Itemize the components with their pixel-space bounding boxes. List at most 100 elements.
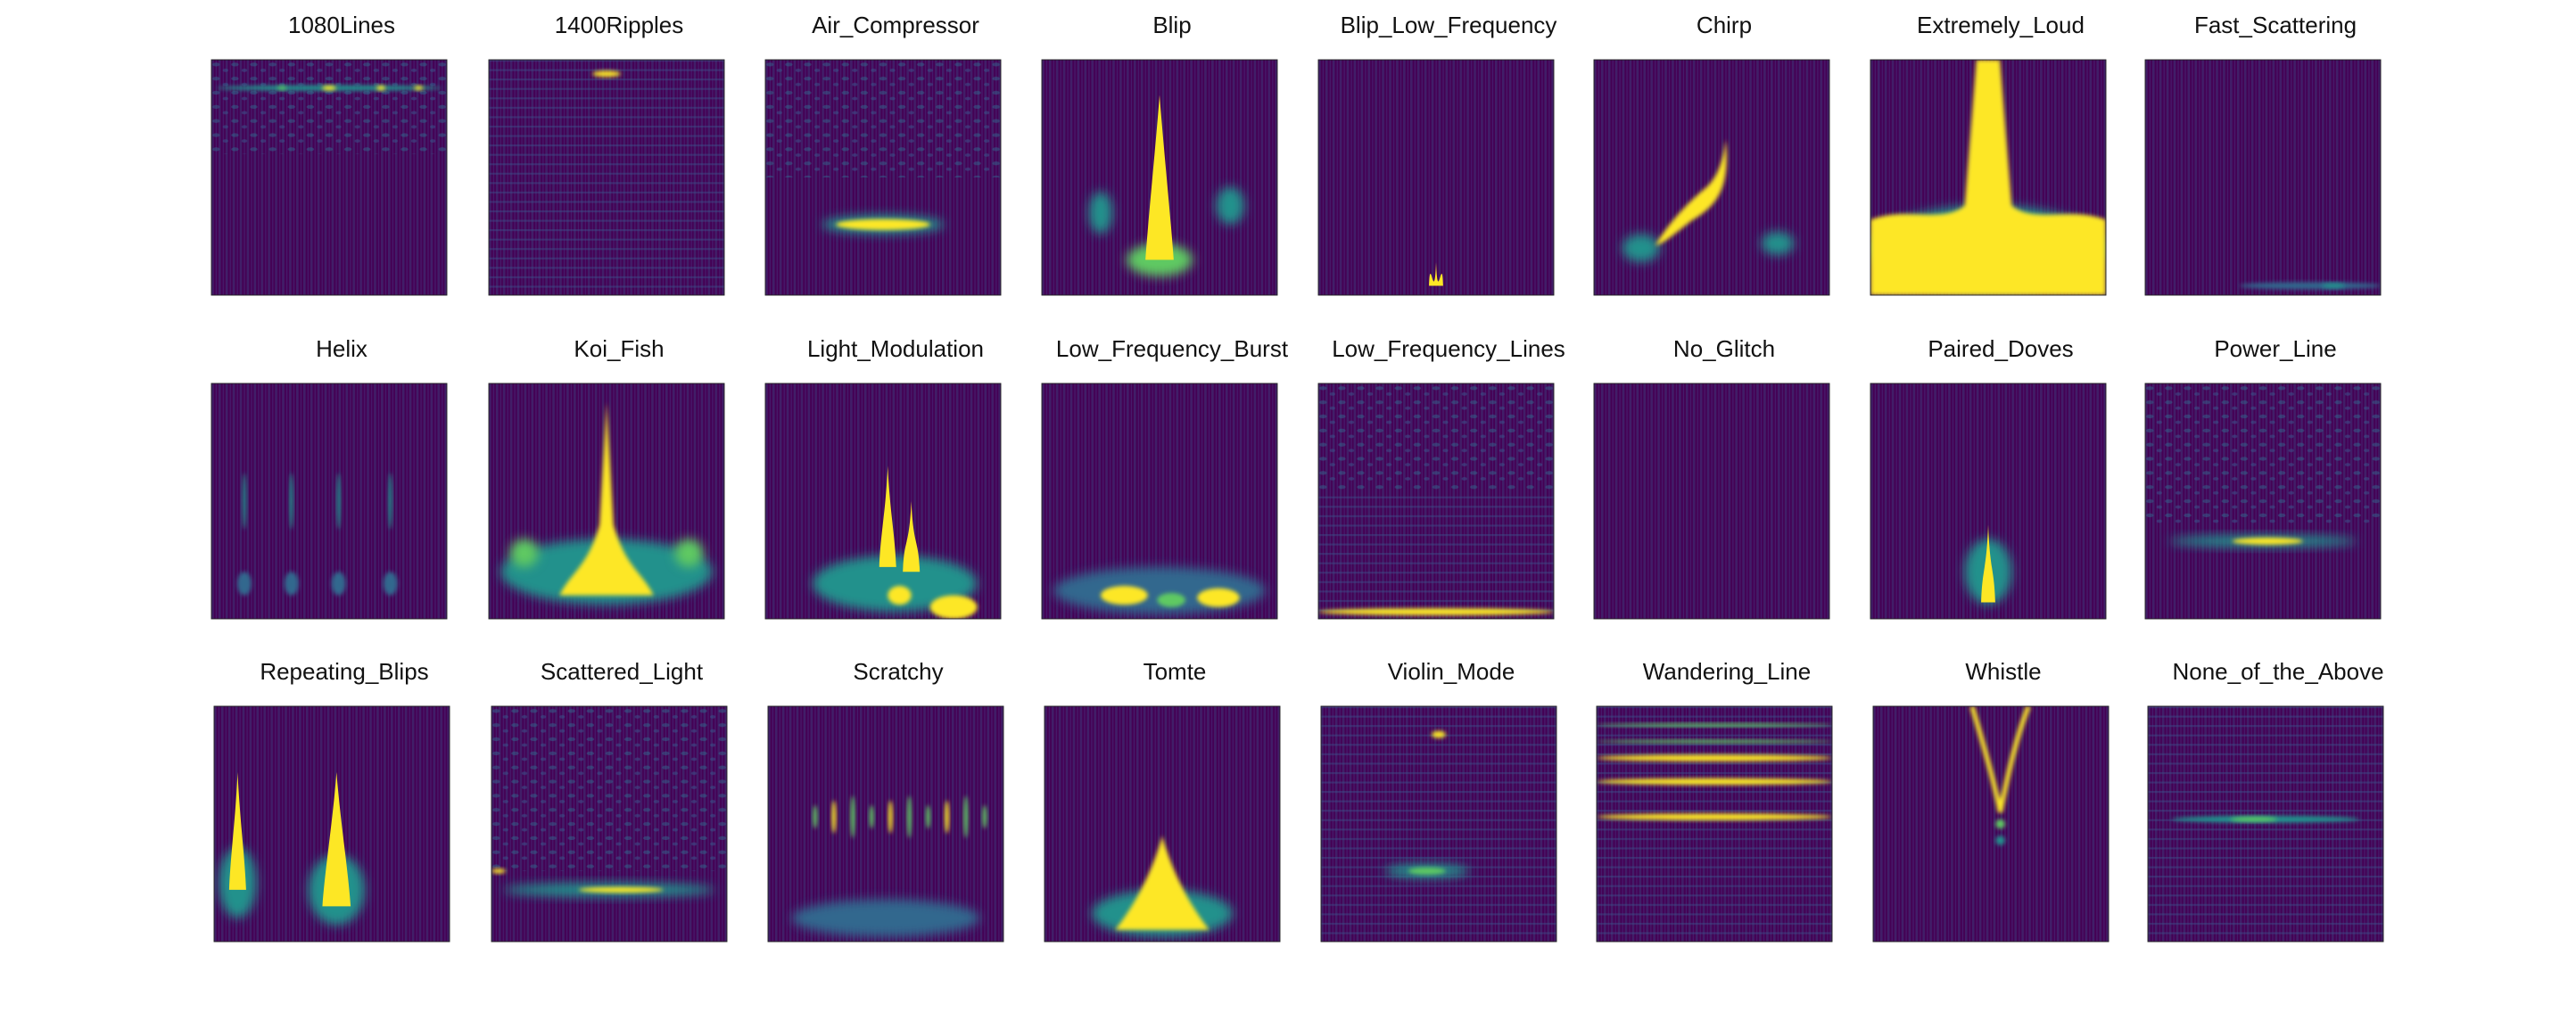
- panel-title: Repeating_Blips: [260, 658, 428, 685]
- spectrogram: [1593, 59, 1830, 296]
- panel-border: [1870, 59, 2107, 296]
- spectrogram: [1593, 383, 1830, 620]
- panel-border: [211, 383, 448, 620]
- panel-border: [1041, 383, 1278, 620]
- panel-title: Low_Frequency_Burst: [1056, 335, 1289, 362]
- spectrogram-feature: [1321, 706, 1556, 942]
- spectrogram-feature: [1101, 586, 1148, 605]
- panel-border: [488, 59, 725, 296]
- spectrogram-feature: [388, 473, 392, 530]
- spectrogram-feature: [1655, 139, 1727, 246]
- spectrogram-feature: [791, 899, 980, 937]
- panel-border: [1044, 705, 1281, 943]
- spectrogram-content: [491, 706, 727, 942]
- spectrogram-feature: [1429, 262, 1443, 286]
- spectrogram-feature: [888, 800, 893, 834]
- spectrogram: [211, 383, 448, 620]
- panel-title: 1400Ripples: [555, 12, 684, 38]
- panel-border: [1593, 383, 1830, 620]
- spectrogram-feature: [879, 465, 896, 567]
- panel-title: 1080Lines: [288, 12, 395, 38]
- spectrogram: [491, 705, 728, 943]
- spectrogram-feature: [929, 595, 978, 619]
- spectrogram-feature: [850, 795, 855, 838]
- panel-border: [2147, 705, 2384, 943]
- spectrogram-content: [211, 60, 447, 295]
- panel-title: Blip: [1152, 12, 1191, 38]
- spectrogram-content: [1594, 60, 1829, 295]
- panel-border: [488, 383, 725, 620]
- spectrogram: [1317, 59, 1555, 296]
- spectrogram: [1872, 705, 2110, 943]
- spectrogram-content: [2145, 60, 2381, 295]
- texture: [1318, 60, 1554, 295]
- panel-border: [767, 705, 1004, 943]
- spectrogram-content: [489, 60, 724, 295]
- spectrogram: [488, 383, 725, 620]
- spectrogram-feature: [322, 771, 351, 907]
- spectrogram: [764, 59, 1002, 296]
- panel-border: [1596, 705, 1833, 943]
- panel-title: No_Glitch: [1673, 335, 1775, 362]
- texture: [1873, 706, 2109, 942]
- spectrogram-feature: [489, 60, 724, 295]
- panel-title: Power_Line: [2214, 335, 2336, 362]
- panel-title: Chirp: [1697, 12, 1752, 38]
- spectrogram-feature: [945, 800, 950, 834]
- spectrogram-content: [211, 383, 447, 619]
- spectrogram-feature: [277, 86, 287, 90]
- panel-title: Fast_Scattering: [2194, 12, 2357, 38]
- spectrogram: [2147, 705, 2384, 943]
- panel-title: Wandering_Line: [1643, 658, 1811, 685]
- spectrogram: [764, 383, 1002, 620]
- panel-title: Violin_Mode: [1388, 658, 1515, 685]
- texture: [1594, 60, 1829, 295]
- spectrogram-feature: [2230, 817, 2278, 822]
- panel-border: [211, 59, 448, 296]
- spectrogram: [1044, 705, 1281, 943]
- panel-title: Whistle: [1965, 658, 2041, 685]
- panel-title: Blip_Low_Frequency: [1341, 12, 1557, 38]
- spectrogram-content: [2145, 383, 2381, 619]
- spectrogram-feature: [1597, 706, 1832, 942]
- spectrogram-feature: [1622, 234, 1660, 263]
- spectrogram-content: [1042, 383, 1277, 619]
- spectrogram-feature: [1597, 778, 1832, 786]
- spectrogram-content: [1870, 383, 2106, 619]
- spectrogram-content: [1870, 60, 2106, 295]
- panel-title: Tomte: [1144, 658, 1207, 685]
- spectrogram: [767, 705, 1004, 943]
- spectrogram-feature: [242, 473, 247, 530]
- spectrogram-feature: [765, 60, 1001, 177]
- panel-title: Scattered_Light: [541, 658, 704, 685]
- spectrogram: [1041, 59, 1278, 296]
- spectrogram-feature: [491, 706, 727, 871]
- panel-border: [2144, 59, 2382, 296]
- panel-border: [764, 383, 1002, 620]
- panel-border: [1593, 59, 1830, 296]
- spectrogram-content: [765, 383, 1001, 619]
- spectrogram-feature: [1115, 836, 1210, 930]
- spectrogram: [1317, 383, 1555, 620]
- spectrogram-content: [1042, 60, 1277, 295]
- spectrogram: [1870, 59, 2107, 296]
- panel-title: Paired_Doves: [1928, 335, 2073, 362]
- spectrogram-feature: [289, 473, 293, 530]
- spectrogram-feature: [331, 572, 346, 596]
- spectrogram-feature: [1432, 730, 1446, 738]
- spectrogram-feature: [1127, 243, 1193, 276]
- spectrogram-feature: [1145, 95, 1174, 260]
- spectrogram-content: [1044, 706, 1280, 942]
- panel-border: [1317, 383, 1555, 620]
- spectrogram-feature: [1597, 813, 1832, 820]
- spectrogram-feature: [1969, 706, 2031, 813]
- spectrogram-feature: [1408, 867, 1446, 875]
- panel-border: [1870, 383, 2107, 620]
- spectrogram-feature: [831, 800, 837, 834]
- panel-title: Koi_Fish: [574, 335, 664, 362]
- spectrogram-feature: [812, 555, 978, 613]
- spectrogram-feature: [1597, 723, 1832, 727]
- spectrogram-feature: [1197, 588, 1240, 607]
- spectrogram-feature: [674, 539, 704, 567]
